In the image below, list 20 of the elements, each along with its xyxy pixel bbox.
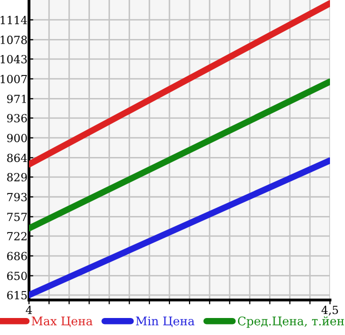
y-tick-label: 1043 (0, 54, 27, 64)
y-tick-label: 615 (7, 291, 27, 300)
y-tick-label: 793 (7, 192, 27, 202)
y-tick-label: 1007 (0, 74, 27, 84)
y-tick-label: 900 (7, 134, 27, 142)
y-tick-label: 722 (7, 232, 27, 240)
y-tick-label: 1114 (0, 16, 28, 24)
y-tick-label: 757 (7, 212, 27, 222)
y-tick-label: 864 (7, 154, 28, 162)
legend-label: Max Цена (32, 316, 93, 328)
y-tick-label: 1078 (0, 36, 27, 44)
y-tick-label: 650 (7, 272, 27, 280)
legend-label: Сред.Цена, т.йен (238, 316, 344, 328)
x-tick-label: 4,5 (322, 306, 338, 316)
y-tick-label: 971 (7, 94, 26, 104)
y-tick-label: 686 (7, 252, 27, 260)
legend-label: Min Цена (136, 316, 194, 328)
x-tick-label: 4 (26, 306, 32, 314)
y-tick-label: 936 (7, 114, 27, 122)
y-tick-label: 829 (7, 172, 27, 182)
